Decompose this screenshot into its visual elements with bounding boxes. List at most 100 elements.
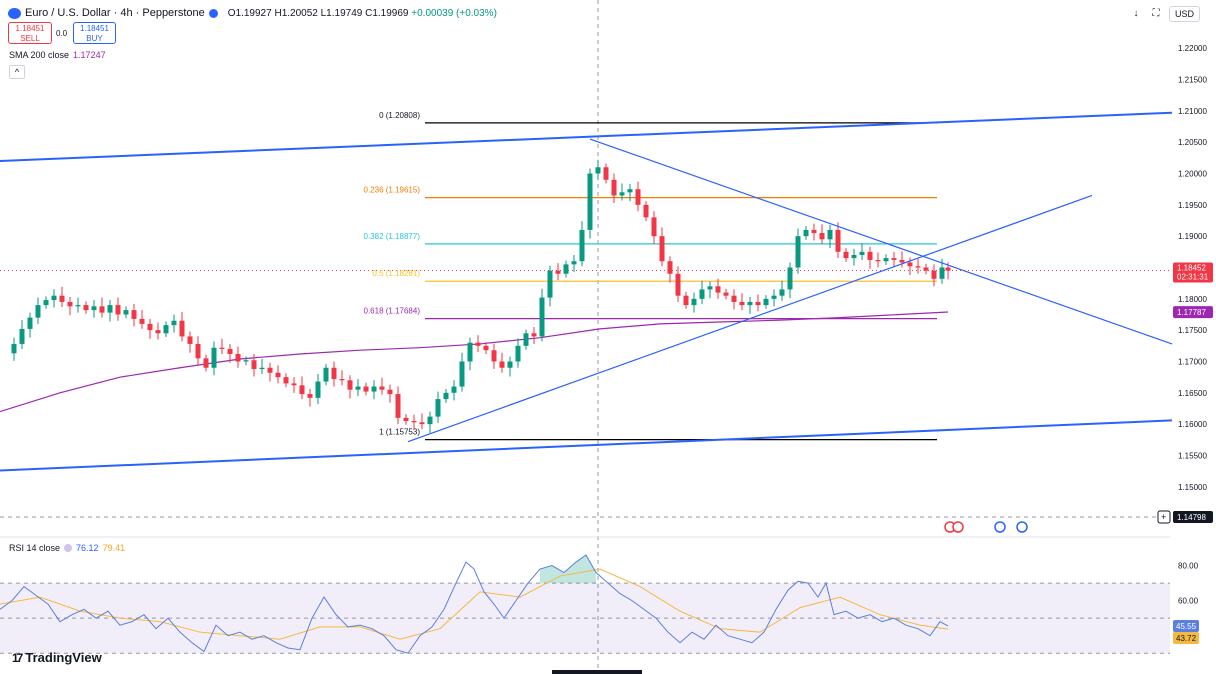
candle-body <box>227 348 233 354</box>
fib-label-1: 1 (1.15753) <box>379 428 420 437</box>
rsi-legend-label: RSI 14 close <box>9 543 61 553</box>
economic-event-icon <box>1016 521 1028 533</box>
rsi-ma-value-label: 43.72 <box>1176 634 1197 643</box>
time-axis-crosshair-tag <box>552 670 642 674</box>
crosshair-price-label: 1.14798 <box>1177 513 1206 522</box>
candle-body <box>555 270 561 274</box>
sell-button[interactable]: 1.18451 SELL <box>8 22 52 44</box>
price-tick-label: 1.16000 <box>1178 420 1207 429</box>
candle-body <box>131 310 137 319</box>
rsi-tick-label: 60.00 <box>1178 597 1199 606</box>
candle-body <box>371 386 377 392</box>
add-plus-icon <box>1157 510 1171 524</box>
candle-body <box>323 367 329 382</box>
fib-label-0.236: 0.236 (1.19615) <box>364 186 421 195</box>
rsi-legend[interactable]: RSI 14 close 76.12 79.41 <box>9 543 125 553</box>
price-tick-label: 1.19500 <box>1178 201 1207 210</box>
download-arrow-icon[interactable]: ↓ <box>1133 8 1139 19</box>
candle-body <box>315 381 321 398</box>
candle-body <box>731 295 737 302</box>
chart-misc <box>552 521 1028 674</box>
candle-body <box>899 259 905 263</box>
buy-button[interactable]: 1.18451 BUY <box>73 22 116 44</box>
currency-selector[interactable]: USD <box>1168 6 1200 22</box>
ohlc-readout: O1.19927 H1.20052 L1.19749 C1.19969 +0.0… <box>228 8 497 19</box>
tradingview-logo-icon: 17 <box>12 650 23 665</box>
candle-body <box>275 372 281 378</box>
candle-body <box>891 258 897 260</box>
candle-body <box>683 295 689 306</box>
candle-body <box>75 305 81 307</box>
sma-legend[interactable]: SMA 200 close 1.17247 <box>9 50 106 60</box>
candle-body <box>619 192 625 196</box>
candle-body <box>539 297 545 337</box>
current-price-label: 1.18452 <box>1177 264 1206 273</box>
candle-body <box>179 320 185 337</box>
price-axis: 1.22000 1.21500 1.21000 1.20500 1.20000 1.195… <box>1157 44 1213 524</box>
candle-body <box>11 343 17 354</box>
candle-body <box>547 270 553 298</box>
candle-body <box>651 217 657 237</box>
candle-body <box>475 342 481 346</box>
trendlines <box>0 111 1173 472</box>
high-value: H1.20052 <box>274 7 318 19</box>
candle-body <box>491 350 497 362</box>
candle-body <box>699 289 705 299</box>
candle-body <box>579 229 585 262</box>
price-tick-label: 1.16500 <box>1178 389 1207 398</box>
candle-body <box>939 267 945 279</box>
candle-body <box>419 422 425 425</box>
candle-body <box>35 305 41 318</box>
rsi-value-label: 45.55 <box>1176 622 1197 631</box>
market-status-icon <box>208 8 218 18</box>
candle-body <box>283 377 289 384</box>
fullscreen-icon[interactable]: ⛶ <box>1152 8 1160 19</box>
rsi-settings-icon[interactable] <box>64 544 73 552</box>
candle-body <box>147 323 153 331</box>
candle-body <box>763 298 769 306</box>
ascending-trendline <box>407 194 1093 443</box>
candle-body <box>811 229 817 234</box>
candle-body <box>411 421 417 423</box>
sma-price-label: 1.17787 <box>1177 308 1206 317</box>
candle-body <box>451 386 457 393</box>
candle-body <box>307 394 313 398</box>
economic-event-icon <box>994 521 1006 533</box>
price-tick-label: 1.17000 <box>1178 357 1207 366</box>
candle-body <box>747 301 753 306</box>
candle-body <box>611 179 617 196</box>
candle-body <box>435 399 441 417</box>
tradingview-logo: 17 TradingView <box>12 650 102 665</box>
candle-body <box>443 392 449 400</box>
candle-body <box>643 204 649 218</box>
candle-body <box>827 229 833 240</box>
sma-price-tag <box>1173 306 1213 319</box>
price-tick-label: 1.21500 <box>1178 76 1207 85</box>
candle-body <box>403 417 409 422</box>
candle-body <box>523 333 529 346</box>
price-tick-label: 1.15000 <box>1178 483 1207 492</box>
candle-body <box>907 262 913 267</box>
candle-body <box>915 266 921 268</box>
candle-body <box>331 367 337 380</box>
candle-body <box>659 236 665 262</box>
grid <box>0 0 1170 674</box>
buy-label: BUY <box>86 34 103 43</box>
economic-event-icon <box>952 521 964 533</box>
candle-body <box>779 289 785 296</box>
candle-body <box>115 305 121 315</box>
channel-upper-line <box>0 111 1173 162</box>
rsi-ma-value-tag <box>1173 631 1199 644</box>
descending-trendline <box>589 138 1173 345</box>
collapse-legend-button[interactable]: ^ <box>9 65 25 79</box>
candle-body <box>355 386 361 390</box>
countdown-label: 02:31:31 <box>1177 273 1209 282</box>
open-value: O1.19927 <box>227 7 272 19</box>
symbol-title[interactable]: Euro / U.S. Dollar · 4h · Pepperstone <box>25 7 205 19</box>
candle-body <box>43 300 49 306</box>
candle-body <box>803 229 809 237</box>
candle-body <box>83 305 89 311</box>
candle-body <box>571 261 577 265</box>
